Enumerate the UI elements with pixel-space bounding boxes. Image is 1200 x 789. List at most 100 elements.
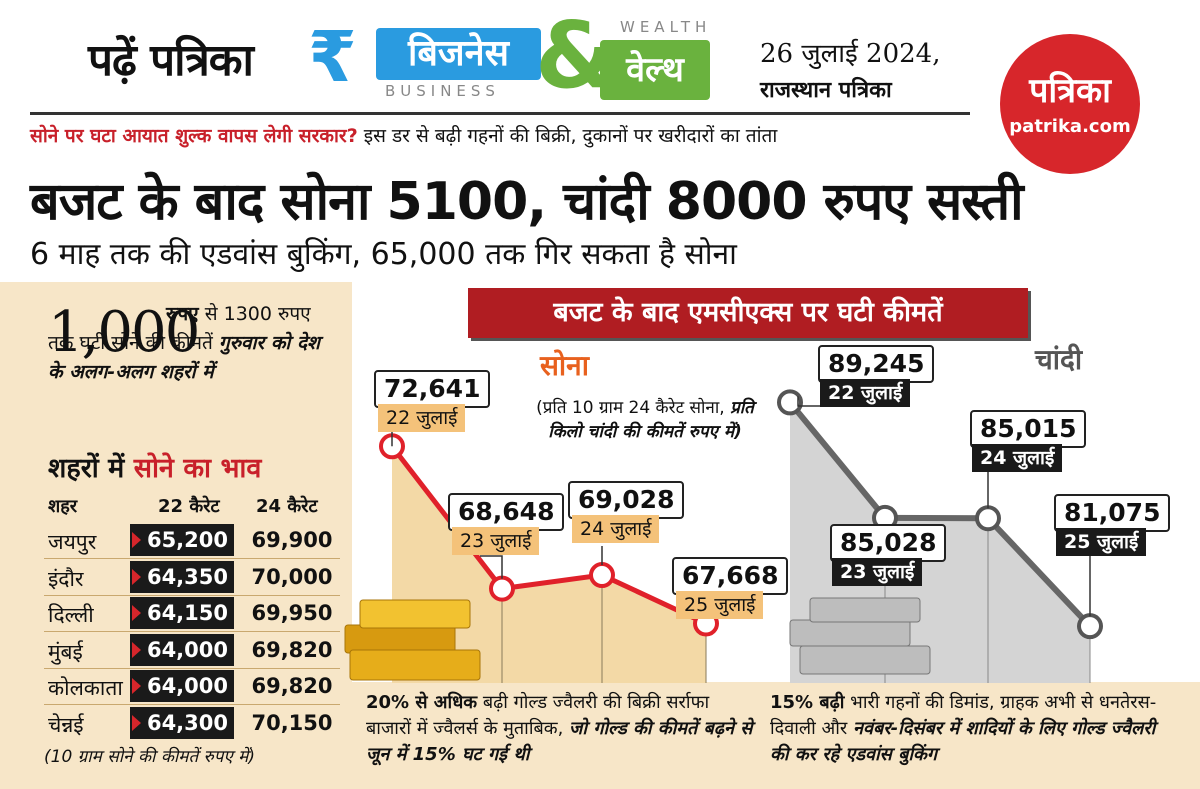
gold-bar-icon	[349, 649, 481, 681]
kicker: सोने पर घटा आयात शुल्क वापस लेगी सरकार? …	[30, 122, 777, 148]
read-patrika-label: पढ़ें पत्रिका	[88, 35, 254, 86]
gold-title: सोना	[540, 349, 589, 382]
row-arrow-icon	[132, 569, 141, 585]
col-header-24k: 24 कैरेट	[256, 496, 318, 517]
col-header-22k: 22 कैरेट	[158, 496, 220, 517]
silver-value-label: 85,015	[970, 410, 1087, 448]
logo-text: पत्रिका	[1029, 71, 1111, 111]
lead-text: रुपए से 1300 रुपए तक घटी सोने की कीमतें …	[48, 300, 338, 387]
brand-wealth-en: WEALTH	[620, 18, 712, 36]
gold-point	[489, 575, 515, 602]
silver-date-label: 25 जुलाई	[1056, 528, 1147, 556]
silver-title: चांदी	[1035, 343, 1083, 376]
gold-date-label: 24 जुलाई	[572, 515, 660, 543]
silver-bar-icon	[809, 597, 921, 623]
price-24k: 69,900	[251, 528, 333, 552]
price-24k: 69,820	[251, 674, 333, 698]
label-leader-line	[987, 469, 1000, 509]
silver-value-label: 85,028	[830, 524, 947, 562]
patrika-logo[interactable]: पत्रिका patrika.com	[1000, 34, 1140, 174]
gold-point	[589, 562, 615, 589]
row-arrow-icon	[132, 642, 141, 658]
gold-series-line	[390, 444, 708, 626]
brand-business: बिजनेस	[376, 28, 541, 80]
main-headline: बजट के बाद सोना 5100, चांदी 8000 रुपए सस…	[30, 172, 1024, 232]
unit-note-bold: प्रति किलो चांदी की कीमतें रुपए में)	[548, 398, 754, 442]
price-22k: 64,150	[130, 597, 234, 629]
silver-bar-icon	[799, 645, 931, 675]
chart-banner: बजट के बाद एमसीएक्स पर घटी कीमतें	[468, 288, 1028, 338]
city-table-title: शहरों में सोने का भाव	[48, 448, 261, 485]
silver-date-label: 23 जुलाई	[832, 558, 923, 586]
silver-value-label: 81,075	[1054, 494, 1171, 532]
price-22k: 64,300	[130, 707, 234, 739]
price-24k: 69,950	[251, 601, 333, 625]
city-name: कोलकाता	[48, 676, 123, 700]
row-arrow-icon	[132, 678, 141, 694]
col-header-city: शहर	[48, 496, 78, 517]
table-row-divider	[44, 668, 340, 669]
big-number: 1,000	[48, 300, 200, 365]
city-name: मुंबई	[48, 640, 83, 664]
row-arrow-icon	[132, 532, 141, 548]
footnote-silver-bold: 15% बढ़ी	[770, 692, 845, 713]
row-arrow-icon	[132, 605, 141, 621]
price-24k: 70,150	[251, 711, 333, 735]
city-name: चेन्नई	[48, 713, 84, 737]
silver-series-line	[787, 400, 1093, 629]
gold-value-label: 68,648	[448, 493, 565, 531]
price-24k: 69,820	[251, 638, 333, 662]
silver-point	[1077, 613, 1103, 640]
row-arrow-icon	[132, 715, 141, 731]
silver-date-label: 24 जुलाई	[972, 444, 1063, 472]
silver-date-label: 22 जुलाई	[820, 379, 911, 407]
brand-wealth: वेल्थ	[600, 40, 710, 100]
silver-value-label: 89,245	[818, 345, 935, 383]
table-row-divider	[44, 558, 340, 559]
gold-date-label: 23 जुलाई	[452, 527, 540, 555]
lead-text-1: से 1300 रुपए तक घटी सोने की कीमतें	[48, 303, 311, 354]
kicker-text: इस डर से बढ़ी गहनों की बिक्री, दुकानों प…	[363, 125, 778, 147]
label-leader-line	[480, 555, 503, 579]
price-22k: 64,000	[130, 670, 234, 702]
footnote-silver-text: भारी गहनों की डिमांड, ग्राहक अभी से धनते…	[770, 692, 1157, 739]
city-name: जयपुर	[48, 530, 97, 554]
header-divider	[30, 112, 970, 115]
price-22k: 65,200	[130, 524, 234, 556]
footnote-silver-bold-italic: नवंबर-दिसंबर में शादियों के लिए गोल्ड ज्…	[770, 718, 1156, 765]
silver-point	[975, 505, 1001, 532]
kicker-question: सोने पर घटा आयात शुल्क वापस लेगी सरकार?	[30, 125, 358, 147]
rupee-logo-icon: ₹	[308, 16, 357, 98]
gold-value-label: 67,668	[672, 557, 789, 595]
footnote-gold-bold: 20% से अधिक	[366, 692, 478, 713]
city-title-black: शहरों में	[48, 453, 125, 484]
footnote-gold: 20% से अधिक बढ़ी गोल्ड ज्वैलरी की बिक्री…	[366, 690, 756, 768]
price-22k: 64,000	[130, 634, 234, 666]
gold-bar-icon	[359, 599, 471, 629]
table-note: (10 ग्राम सोने की कीमतें रुपए में)	[44, 747, 255, 767]
label-leader-line	[797, 396, 820, 407]
price-24k: 70,000	[251, 565, 333, 589]
gold-value-label: 69,028	[568, 481, 685, 519]
gold-bar-icon	[344, 624, 456, 654]
gold-value-label: 72,641	[374, 370, 491, 408]
sub-headline: 6 माह तक की एडवांस बुकिंग, 65,000 तक गिर…	[30, 237, 737, 272]
footnote-gold-text: बढ़ी गोल्ड ज्वैलरी की बिक्री सर्राफा बाज…	[366, 692, 710, 739]
publication-date: 26 जुलाई 2024,	[760, 39, 941, 69]
footnote-gold-bold-italic: जो गोल्ड की कीमतें बढ़ने से जून में 15% …	[366, 718, 753, 765]
silver-bar-icon	[789, 619, 911, 647]
gold-date-label: 25 जुलाई	[676, 591, 764, 619]
logo-url: patrika.com	[1009, 116, 1131, 137]
unit-note: (प्रति 10 ग्राम 24 कैरेट सोना, प्रति किल…	[520, 396, 770, 444]
city-name: दिल्ली	[48, 603, 94, 627]
brand-business-en: BUSINESS	[385, 82, 500, 100]
lead-bold-2: गुरुवार को देश के अलग-अलग शहरों में	[48, 332, 320, 383]
table-row-divider	[44, 631, 340, 632]
gold-date-label: 22 जुलाई	[378, 404, 466, 432]
price-22k: 64,350	[130, 561, 234, 593]
lead-bold-1: रुपए	[166, 303, 199, 325]
unit-note-plain: (प्रति 10 ग्राम 24 कैरेट सोना,	[536, 398, 725, 418]
newspaper-name: राजस्थान पत्रिका	[760, 78, 892, 103]
city-name: इंदौर	[48, 567, 84, 591]
